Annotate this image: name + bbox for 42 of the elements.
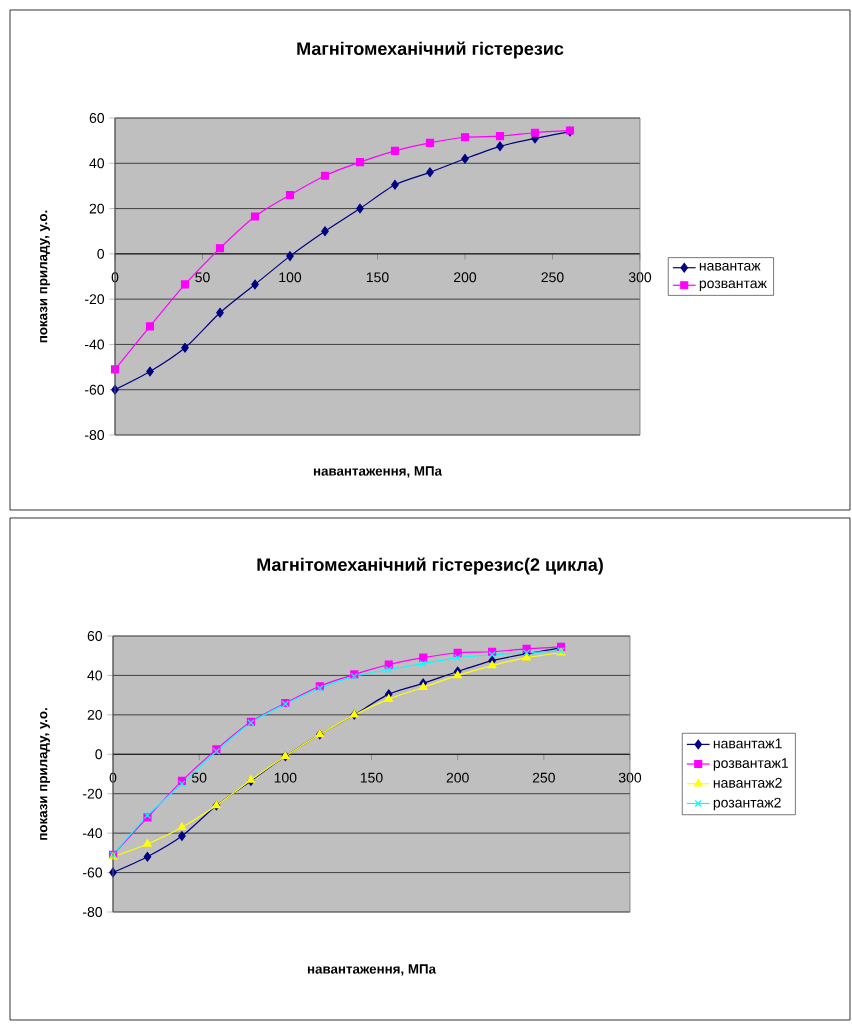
y-tick-label: -20 bbox=[84, 294, 105, 305]
x-tick-label: 300 bbox=[618, 772, 642, 783]
y-tick-label: -60 bbox=[84, 384, 105, 395]
x-tick-label: 50 bbox=[191, 772, 207, 783]
y-tick-label: 40 bbox=[87, 670, 103, 681]
x-axis-title: навантаження, МПа bbox=[313, 466, 443, 478]
legend-label: навантаж2 bbox=[713, 777, 782, 788]
x-tick-label: 100 bbox=[279, 272, 302, 283]
x-tick-label: 0 bbox=[109, 772, 117, 783]
y-tick-label: -80 bbox=[82, 907, 103, 917]
y-tick-label: -60 bbox=[82, 867, 103, 878]
y-axis-title: покази приладу, у.о. bbox=[40, 708, 50, 840]
y-tick-label: -20 bbox=[82, 788, 103, 799]
legend-label: навантаж1 bbox=[713, 738, 782, 749]
legend-label: розвантаж bbox=[699, 280, 767, 291]
y-tick-label: -40 bbox=[84, 339, 105, 350]
y-tick-label: 60 bbox=[87, 631, 103, 641]
y-tick-label: -40 bbox=[82, 828, 103, 839]
y-tick-label: 20 bbox=[87, 709, 103, 720]
x-tick-label: 250 bbox=[541, 272, 564, 283]
y-tick-label: -80 bbox=[84, 430, 105, 440]
y-tick-label: 60 bbox=[89, 113, 105, 123]
legend-label: розвантаж1 bbox=[713, 758, 789, 771]
y-tick-label: 0 bbox=[97, 248, 105, 259]
x-tick-label: 150 bbox=[366, 272, 389, 283]
y-tick-label: 20 bbox=[89, 203, 105, 214]
x-tick-label: 0 bbox=[111, 272, 119, 283]
chart-title: Магнітомеханічний гістерезис bbox=[297, 41, 564, 59]
chart-title: Магнітомеханічний гістерезис(2 цикла) bbox=[257, 557, 603, 575]
x-axis-title: навантаження, МПа bbox=[307, 964, 437, 976]
x-tick-label: 50 bbox=[195, 272, 210, 283]
x-tick-label: 250 bbox=[532, 772, 555, 783]
x-tick-label: 200 bbox=[446, 772, 469, 783]
x-tick-label: 300 bbox=[628, 272, 652, 283]
x-tick-label: 150 bbox=[360, 772, 383, 783]
x-tick-label: 200 bbox=[454, 272, 477, 283]
x-tick-label: 100 bbox=[274, 772, 297, 783]
legend-label: навантаж bbox=[699, 262, 761, 271]
y-tick-label: 0 bbox=[95, 749, 103, 760]
y-axis-title: покази приладу, у.о. bbox=[40, 210, 50, 343]
y-tick-label: 40 bbox=[89, 158, 105, 169]
legend-label: розантаж2 bbox=[713, 797, 781, 811]
